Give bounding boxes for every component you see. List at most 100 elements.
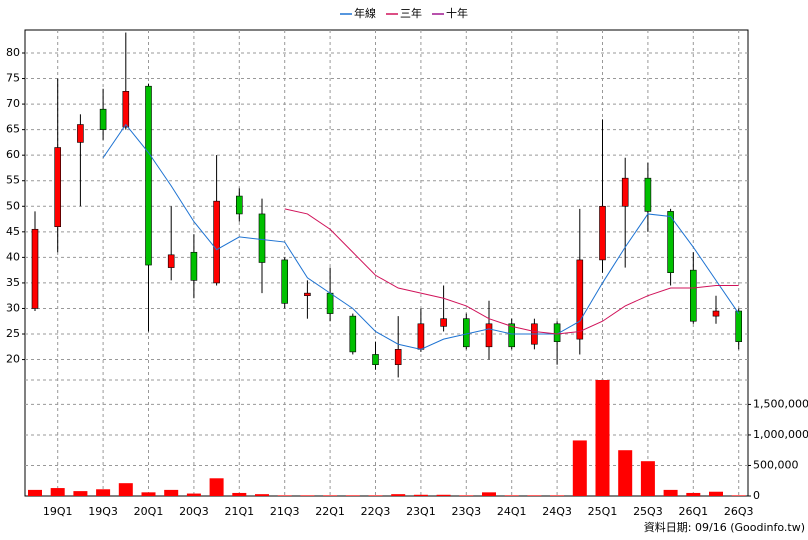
candle-body <box>417 323 425 350</box>
volume-bar <box>436 494 451 496</box>
x-tick-label: 26Q3 <box>724 505 754 518</box>
volume-bar <box>640 461 655 496</box>
x-tick-label: 23Q1 <box>406 505 436 518</box>
x-tick-label: 24Q1 <box>497 505 527 518</box>
candle-body <box>213 200 220 284</box>
candle-body <box>576 259 584 340</box>
x-tick-label: 25Q1 <box>588 505 618 518</box>
ma-line <box>102 123 740 350</box>
candle-body <box>485 323 493 348</box>
candle-body <box>236 195 243 215</box>
x-tick-label: 22Q1 <box>315 505 345 518</box>
ma-line <box>284 208 739 335</box>
volume-bar <box>50 488 65 496</box>
candle-body <box>349 315 357 353</box>
legend-label: 三年 <box>400 6 422 20</box>
volume-bar <box>28 489 42 496</box>
y-tick-label: 75 <box>6 72 20 85</box>
y-tick-label: 35 <box>6 276 20 289</box>
x-tick-label: 23Q3 <box>451 505 481 518</box>
volume-tick-label: 0 <box>753 489 760 502</box>
candle-body <box>735 310 743 342</box>
legend-label: 十年 <box>446 6 468 20</box>
candle-body <box>508 323 516 348</box>
volume-bar <box>345 495 360 496</box>
volume-bar <box>368 495 383 496</box>
candle-body <box>689 269 697 322</box>
candle-body <box>31 228 39 309</box>
volume-bar <box>686 492 701 496</box>
x-tick-label: 24Q3 <box>542 505 572 518</box>
candle-body <box>54 147 62 228</box>
x-tick-label: 20Q3 <box>179 505 209 518</box>
y-tick-label: 70 <box>6 97 20 110</box>
x-tick-label: 21Q1 <box>224 505 254 518</box>
candle-body <box>372 354 379 365</box>
volume-bar <box>118 483 133 496</box>
volume-bar <box>527 495 542 496</box>
candle-body <box>145 85 152 266</box>
volume-bar <box>482 492 496 496</box>
volume-bar <box>209 478 224 496</box>
volume-bar <box>186 493 201 496</box>
x-tick-label: 26Q1 <box>678 505 708 518</box>
candle-body <box>621 177 629 207</box>
volume-bar <box>459 495 474 496</box>
volume-bar <box>709 491 723 496</box>
volume-bar <box>232 492 247 496</box>
footer: 資料日期: 09/16 (Goodinfo.tw) <box>644 520 805 534</box>
x-tick-label: 20Q1 <box>134 505 164 518</box>
volume-tick-label: 1,500,000 <box>753 397 808 410</box>
candle-body <box>394 349 402 365</box>
volume-bar <box>618 450 633 496</box>
candle-body <box>77 124 84 143</box>
volume-bar <box>731 495 746 496</box>
x-tick-label: 19Q3 <box>88 505 118 518</box>
candle-body <box>462 318 470 348</box>
y-tick-label: 30 <box>6 301 20 314</box>
candle-body <box>190 251 198 281</box>
y-tick-label: 20 <box>6 353 20 366</box>
volume-bar <box>572 440 587 496</box>
candle-body <box>667 211 674 274</box>
candle-body <box>99 108 107 130</box>
y-tick-label: 80 <box>6 46 20 59</box>
y-tick-label: 40 <box>6 250 20 263</box>
volume-bar <box>255 494 269 496</box>
volume-bar <box>323 495 338 496</box>
candle-body <box>281 259 289 304</box>
volume-tick-label: 1,000,000 <box>753 428 808 441</box>
plot-frame <box>24 29 749 497</box>
y-tick-label: 65 <box>6 123 20 136</box>
volume-bar <box>73 491 88 496</box>
volume-bar <box>550 495 565 496</box>
candle-body <box>599 205 606 261</box>
volume-bar <box>663 489 678 496</box>
x-tick-label: 25Q3 <box>633 505 663 518</box>
y-tick-label: 55 <box>6 174 20 187</box>
y-tick-label: 25 <box>6 327 20 340</box>
candle-body <box>167 254 175 268</box>
candle-body <box>122 91 130 128</box>
volume-bar <box>96 489 111 496</box>
x-tick-label: 21Q3 <box>270 505 300 518</box>
candle-body <box>326 292 334 314</box>
volume-bar <box>504 495 519 496</box>
candle-body <box>644 177 652 212</box>
x-tick-label: 19Q1 <box>43 505 73 518</box>
volume-bar <box>413 494 428 496</box>
volume-bar <box>277 495 292 496</box>
candle-body <box>258 213 266 263</box>
volume-bar <box>595 380 610 496</box>
volume-bar <box>141 492 156 496</box>
legend-label: 年線 <box>354 6 376 20</box>
candle-body <box>712 310 720 317</box>
y-tick-label: 45 <box>6 225 20 238</box>
volume-bar <box>164 489 179 496</box>
y-tick-label: 60 <box>6 148 20 161</box>
candle-body <box>304 292 311 296</box>
y-tick-label: 50 <box>6 199 20 212</box>
volume-bar <box>391 494 406 496</box>
x-tick-label: 22Q3 <box>361 505 391 518</box>
